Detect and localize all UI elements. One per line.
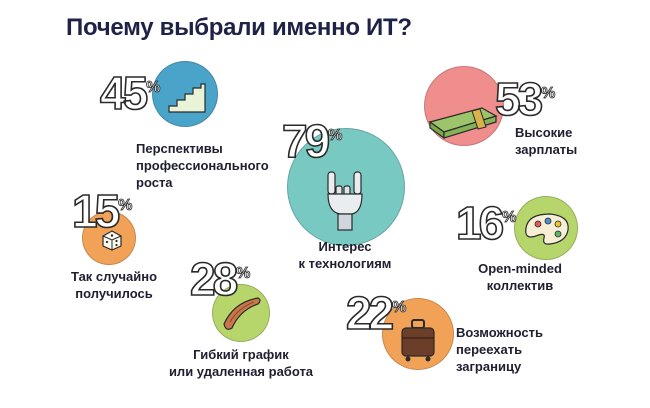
value-salary: 53% xyxy=(495,76,554,122)
value-schedule: 28% xyxy=(190,256,249,302)
label-salary: Высокие зарплаты xyxy=(515,124,577,158)
label-perspectives: Перспективы профессионального роста xyxy=(136,140,269,191)
value-relocation: 22% xyxy=(346,290,405,336)
label-team: Open-minded коллектив xyxy=(470,260,570,294)
stairs-icon xyxy=(167,82,207,114)
page-title: Почему выбрали именно ИТ? xyxy=(66,14,412,42)
value-chance: 15% xyxy=(72,188,131,234)
value-perspectives: 45% xyxy=(100,70,159,116)
money-stack-icon xyxy=(426,100,498,140)
label-relocation: Возможность переехать заграницу xyxy=(456,324,543,375)
label-schedule: Гибкий график или удаленная работа xyxy=(156,346,326,380)
label-chance: Так случайно получилось xyxy=(66,268,162,302)
palette-icon xyxy=(522,212,572,246)
value-tech: 79% xyxy=(282,118,341,164)
label-tech: Интерес к технологиям xyxy=(290,238,400,272)
value-team: 16% xyxy=(456,200,515,246)
robot-hand-icon xyxy=(322,168,368,232)
